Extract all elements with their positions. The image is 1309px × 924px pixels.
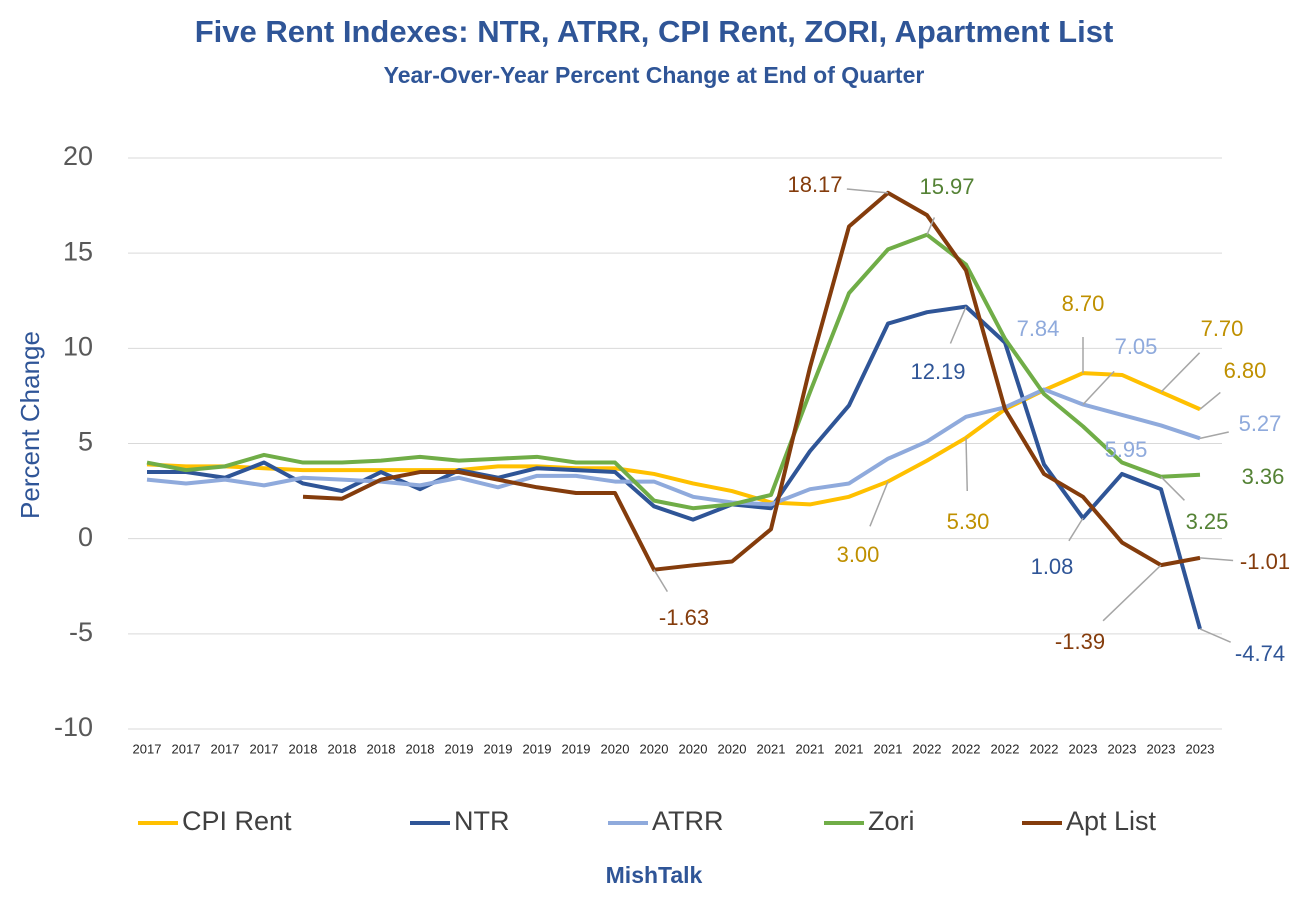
data-label: 12.19 (910, 359, 965, 384)
data-label: 8.70 (1062, 291, 1105, 316)
data-label: 7.05 (1115, 334, 1158, 359)
x-tick-label: 2022 (991, 741, 1020, 756)
leader-line (1160, 476, 1185, 501)
data-label: -1.63 (659, 605, 709, 630)
data-label: 3.00 (837, 542, 880, 567)
y-tick-label: 0 (78, 522, 93, 552)
x-tick-label: 2022 (952, 741, 981, 756)
y-tick-label: -10 (54, 712, 93, 742)
x-tick-label: 2020 (679, 741, 708, 756)
series-line (302, 190, 1201, 572)
x-tick-label: 2023 (1069, 741, 1098, 756)
x-tick-label: 2017 (250, 741, 279, 756)
x-tick-label: 2018 (367, 741, 396, 756)
legend-label: Zori (868, 806, 915, 836)
x-tick-label: 2023 (1108, 741, 1137, 756)
series-line (146, 232, 1201, 511)
data-label: 5.30 (947, 509, 990, 534)
data-label: 3.25 (1186, 509, 1229, 534)
data-label: -1.01 (1240, 549, 1290, 574)
y-tick-label: 20 (63, 141, 93, 171)
leader-line (926, 217, 936, 235)
x-tick-label: 2021 (835, 741, 864, 756)
x-tick-label: 2019 (523, 741, 552, 756)
data-label: 5.27 (1239, 411, 1282, 436)
chart-title: Five Rent Indexes: NTR, ATRR, CPI Rent, … (195, 14, 1114, 49)
x-tick-label: 2019 (445, 741, 474, 756)
leader-line (1068, 517, 1084, 542)
source: MishTalk (606, 862, 703, 888)
data-label: 18.17 (787, 172, 842, 197)
x-tick-label: 2017 (211, 741, 240, 756)
x-tick-label: 2022 (913, 741, 942, 756)
x-tick-label: 2017 (133, 741, 162, 756)
x-tick-label: 2022 (1030, 741, 1059, 756)
leader-line (1199, 628, 1231, 643)
x-tick-label: 2023 (1147, 741, 1176, 756)
leader-line (869, 481, 889, 527)
x-tick-label: 2019 (484, 741, 513, 756)
leader-line (846, 188, 889, 194)
x-tick-label: 2021 (757, 741, 786, 756)
y-tick-label: 10 (63, 331, 93, 361)
x-tick-label: 2020 (601, 741, 630, 756)
x-tick-label: 2019 (562, 741, 591, 756)
data-label: 3.36 (1242, 464, 1285, 489)
x-tick-label: 2018 (328, 741, 357, 756)
x-tick-label: 2023 (1186, 741, 1215, 756)
data-label: 7.84 (1017, 316, 1060, 341)
y-tick-label: 15 (63, 236, 93, 266)
y-tick-label: 5 (78, 427, 93, 457)
x-tick-label: 2020 (718, 741, 747, 756)
legend-label: ATRR (652, 806, 724, 836)
data-label: 15.97 (919, 174, 974, 199)
legend-label: Apt List (1066, 806, 1157, 836)
chart-subtitle: Year-Over-Year Percent Change at End of … (384, 62, 925, 88)
x-tick-label: 2017 (172, 741, 201, 756)
x-tick-label: 2020 (640, 741, 669, 756)
leader-line (949, 306, 967, 344)
x-tick-label: 2018 (289, 741, 318, 756)
x-tick-label: 2021 (874, 741, 903, 756)
series-line (146, 387, 1201, 507)
data-label: 5.95 (1105, 437, 1148, 462)
data-label: 6.80 (1224, 358, 1267, 383)
y-axis-label: Percent Change (15, 331, 45, 519)
leader-line (653, 569, 669, 593)
data-label: -4.74 (1235, 641, 1285, 666)
leader-line (1199, 431, 1229, 440)
data-label: 1.08 (1031, 554, 1074, 579)
leader-line (1199, 391, 1221, 410)
leader-line (1102, 564, 1162, 622)
leader-line (1082, 370, 1115, 405)
leader-line (1160, 352, 1201, 393)
y-tick-label: -5 (69, 617, 93, 647)
series-line (147, 304, 1202, 630)
leader-line (965, 437, 968, 492)
data-label: -1.39 (1055, 629, 1105, 654)
data-label: 7.70 (1201, 316, 1244, 341)
x-tick-label: 2021 (796, 741, 825, 756)
x-tick-label: 2018 (406, 741, 435, 756)
legend-label: CPI Rent (182, 806, 292, 836)
leader-line (1199, 557, 1234, 562)
legend-label: NTR (454, 806, 510, 836)
